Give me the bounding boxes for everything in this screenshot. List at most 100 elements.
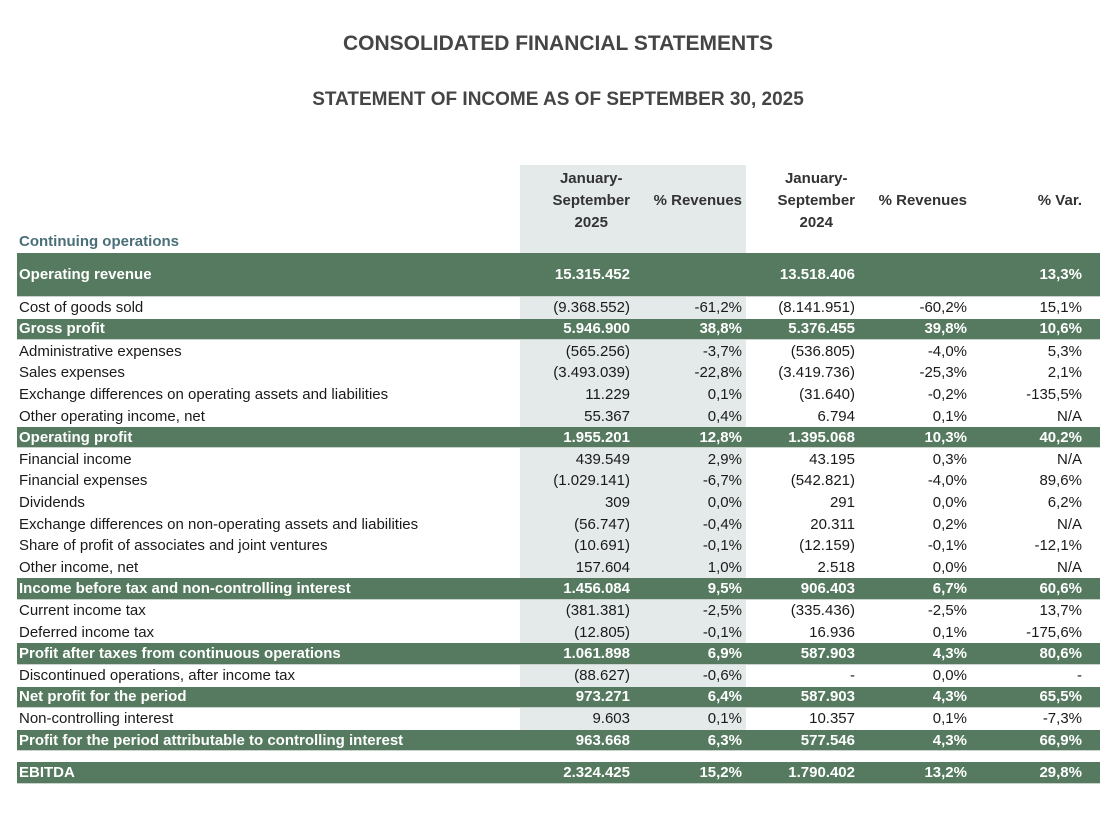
row-padding [1084,319,1100,340]
value-2025-cell: (1.029.141) [520,470,632,492]
pct-revenues-2024-cell: -0,2% [927,385,967,403]
row-label: Operating revenue [19,266,152,283]
value-2024-cell: 1.790.402 [788,764,855,782]
value-2024-cell: (31.640) [799,385,855,403]
header-pct-revenues-2025: % Revenues [632,165,746,253]
value-2025-cell: 55.367 [520,405,632,427]
header-pct-var: % Var. [969,165,1084,253]
pct-revenues-2025-cell: 15,2% [699,764,742,782]
pct-revenues-2025-cell: 6,9% [707,645,742,663]
value-2024-cell: 10.357 [809,710,855,728]
pct-var-cell: -7,3% [1042,710,1082,728]
pct-var-cell: 89,6% [1039,472,1082,490]
pct-revenues-2025-cell: 38,8% [699,320,742,338]
table-row: Discontinued operations, after income ta… [17,664,1100,687]
row-label: Deferred income tax [19,623,155,641]
value-2024-cell: 291 [829,494,855,512]
table-row: Exchange differences on non-operating as… [17,513,1100,536]
row-label: Net profit for the period [19,688,187,706]
pct-var-cell: 6,2% [1047,494,1082,512]
value-2025-cell: 1.061.898 [563,645,630,663]
document-title: CONSOLIDATED FINANCIAL STATEMENTS [342,32,774,55]
pct-revenues-2025-cell: 0,1% [632,708,746,730]
pct-revenues-2024-cell: 6,7% [932,580,967,598]
value-2024-cell: 1.395.068 [788,428,855,446]
row-label: Income before tax and non-controlling in… [19,580,351,598]
value-2025-cell: 1.456.084 [563,580,630,598]
table-row: Non-controlling interest 9.603 0,1% 10.357 0… [17,708,1100,730]
value-2024-cell: 906.403 [800,580,855,598]
value-2025-cell: (12.805) [520,621,632,644]
pct-revenues-2025-cell: -61,2% [632,297,746,319]
value-2024-cell: 5.376.455 [788,320,855,338]
value-2025-cell: 963.668 [575,731,630,749]
pct-var-cell: 15,1% [1039,299,1082,317]
value-2025-cell: (565.256) [520,340,632,362]
row-label: Non-controlling interest [19,710,174,728]
pct-revenues-2025-cell: -2,5% [632,599,746,622]
header-line: September [777,192,855,209]
value-2024-cell: (12.159) [799,537,855,555]
row-padding [1084,622,1100,644]
pct-revenues-2025-cell: -22,8% [632,361,746,384]
table-row: Administrative expenses (565.256) -3,7% (53… [17,340,1100,362]
pct-var-cell: 80,6% [1039,645,1082,663]
pct-revenues-2025-cell: -0,4% [632,513,746,536]
pct-revenues-2024-cell: 4,3% [932,688,967,706]
header-line: % Revenues [653,192,742,209]
pct-revenues-2025-cell: 6,3% [707,731,742,749]
table-row: Sales expenses (3.493.039) -22,8% (3.419.73… [17,361,1100,384]
pct-revenues-2025-cell: -3,7% [632,340,746,362]
pct-revenues-2024-cell: 13,2% [924,764,967,782]
row-padding [1084,340,1100,362]
value-2024-cell: 16.936 [809,623,855,641]
pct-revenues-2025-cell: -6,7% [632,470,746,492]
pct-var-cell: - [1077,667,1082,685]
value-2025-cell: 11.229 [520,383,632,406]
table-row: Dividends 309 0,0% 291 0,0% 6,2% [17,491,1100,514]
value-2025-cell: 2.324.425 [563,764,630,782]
table-row-total: Operating revenue 15.315.452 13.518.406 13,… [17,253,1100,297]
pct-revenues-2024-cell: 0,2% [932,515,967,533]
header-line: January- [784,170,848,187]
value-2025-cell: (9.368.552) [520,297,632,319]
pct-var-cell: 40,2% [1039,428,1082,446]
row-padding [1084,470,1100,492]
pct-var-cell: 29,8% [1039,764,1082,782]
pct-var-cell: -175,6% [1026,623,1082,641]
pct-var-cell: N/A [1056,407,1082,425]
row-label: Dividends [19,494,85,512]
table-row: Financial expenses (1.029.141) -6,7% (542.8… [17,470,1100,492]
pct-revenues-2025-cell: 0,1% [632,383,746,406]
pct-var-cell: 60,6% [1039,580,1082,598]
value-2025-cell: (10.691) [520,535,632,557]
row-label: Other operating income, net [19,407,205,425]
header-line: 2024 [799,214,833,231]
table-row-total: Net profit for the period 973.271 6,4% 587.… [17,686,1100,709]
row-padding [1084,600,1100,622]
row-label: Cost of goods sold [19,299,144,317]
pct-revenues-2025-cell: 0,0% [632,491,746,514]
pct-revenues-2024-cell: 0,0% [932,494,967,512]
header-line: 2025 [574,214,608,231]
value-2025-cell: (381.381) [520,599,632,622]
value-2025-cell: 309 [520,491,632,514]
pct-revenues-2024-cell: 0,0% [932,559,967,576]
section-label: Continuing operations [19,233,179,250]
row-label: Profit after taxes from continuous opera… [19,645,341,663]
pct-var-cell: 2,1% [1047,364,1082,382]
pct-revenues-2025-cell: 2,9% [632,448,746,471]
row-padding [1084,708,1100,730]
table-row-total: EBITDA 2.324.425 15,2% 1.790.402 13,2% 29,8% [17,762,1100,785]
value-2024-cell: (542.821) [790,472,855,490]
pct-revenues-2024-cell: -4,0% [927,342,967,360]
row-padding [1084,535,1100,557]
value-2024-cell: 43.195 [809,450,855,468]
value-2024-cell: (3.419.736) [778,364,855,382]
table-row: Deferred income tax (12.805) -0,1% 16.936 0,… [17,621,1100,644]
table-row-total: Operating profit 1.955.201 12,8% 1.395.068 1… [17,426,1100,449]
value-2025-cell: 5.946.900 [563,320,630,338]
pct-revenues-2024-cell: 10,3% [924,428,967,446]
table-row: Cost of goods sold (9.368.552) -61,2% (8.14… [17,297,1100,319]
pct-revenues-2024-cell: 0,0% [932,667,967,685]
